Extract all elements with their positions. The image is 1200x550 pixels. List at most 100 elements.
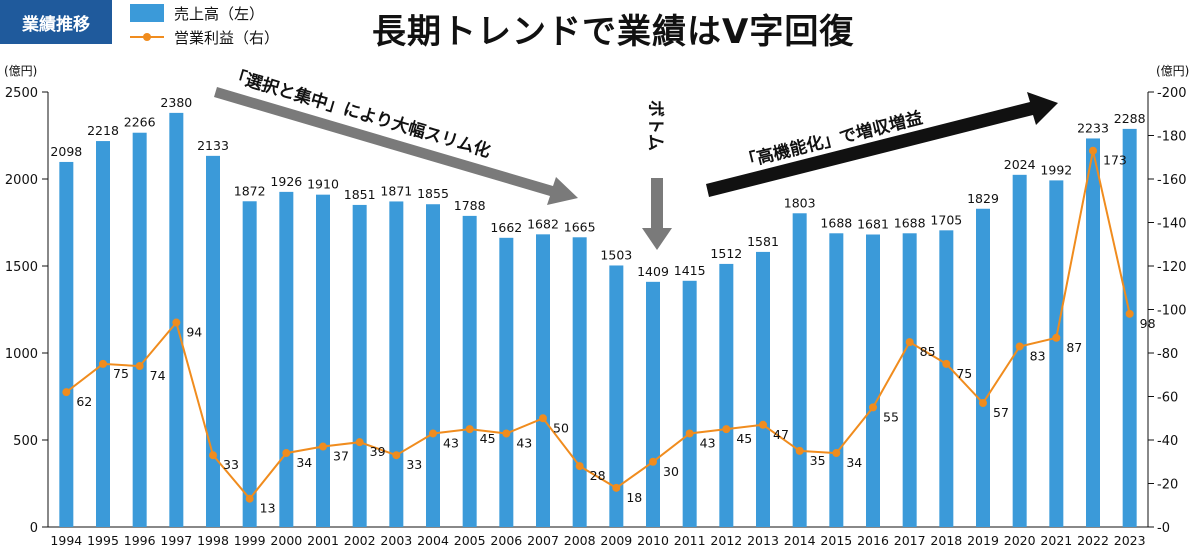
profit-point bbox=[979, 399, 987, 408]
profit-line bbox=[62, 146, 1134, 503]
sales-bar bbox=[499, 237, 514, 527]
profit-value-label: 43 bbox=[443, 435, 459, 450]
sales-bar bbox=[462, 215, 477, 527]
sales-value-label: 1662 bbox=[490, 220, 522, 235]
sales-bar bbox=[132, 132, 147, 527]
profit-point bbox=[172, 318, 181, 327]
x-tick-label: 2022 bbox=[1077, 533, 1109, 548]
profit-point bbox=[575, 462, 584, 471]
sales-bar bbox=[206, 155, 220, 527]
sales-bar bbox=[756, 251, 770, 527]
profit-point bbox=[1052, 333, 1061, 342]
x-tick-label: 2010 bbox=[637, 533, 669, 548]
profit-value-label: 98 bbox=[1140, 316, 1156, 331]
profit-point bbox=[392, 451, 401, 460]
profit-point bbox=[649, 457, 657, 466]
profit-point bbox=[502, 429, 511, 438]
profit-value-label: 30 bbox=[663, 464, 679, 479]
profit-value-label: 83 bbox=[1030, 348, 1046, 363]
x-tick-label: 2005 bbox=[454, 533, 486, 548]
profit-point bbox=[355, 438, 364, 447]
annotation-arrows bbox=[214, 87, 1058, 250]
profit-value-label: 50 bbox=[553, 420, 569, 435]
profit-value-label: 33 bbox=[406, 457, 422, 472]
profit-value-label: 87 bbox=[1066, 340, 1082, 355]
sales-value-label: 1681 bbox=[857, 217, 889, 232]
sales-value-label: 1581 bbox=[747, 234, 779, 249]
profit-value-label: 57 bbox=[993, 405, 1009, 420]
profit-point bbox=[319, 442, 327, 451]
profit-value-label: 75 bbox=[956, 366, 972, 381]
x-tick-label: 2002 bbox=[344, 533, 376, 548]
profit-value-label: 34 bbox=[846, 455, 862, 470]
profit-point bbox=[612, 483, 621, 492]
x-tick-label: 2015 bbox=[820, 533, 852, 548]
legend-line-swatch bbox=[130, 28, 164, 46]
x-tick-label: 2003 bbox=[380, 533, 412, 548]
profit-point bbox=[1125, 309, 1134, 318]
profit-value-label: 13 bbox=[260, 501, 276, 516]
right-tick-label: -140 bbox=[1157, 217, 1187, 232]
sales-value-label: 2266 bbox=[124, 115, 156, 130]
sales-bar bbox=[682, 280, 697, 527]
profit-point bbox=[539, 414, 547, 423]
right-tick-label: -60 bbox=[1157, 391, 1178, 406]
decline-annotation: 「選択と集中」により大幅スリム化 bbox=[227, 65, 493, 162]
chart-title: 長期トレンドで業績はV字回復 bbox=[372, 12, 855, 52]
profit-point bbox=[245, 494, 254, 503]
profit-point bbox=[685, 429, 694, 438]
right-tick-label: -20 bbox=[1157, 478, 1178, 493]
profit-point bbox=[722, 425, 731, 434]
x-tick-label: 2008 bbox=[564, 533, 596, 548]
growth-arrow-icon bbox=[706, 92, 1058, 197]
sales-value-label: 2098 bbox=[50, 144, 82, 159]
sales-bar bbox=[866, 234, 880, 528]
sales-bar bbox=[1122, 128, 1137, 527]
left-tick-label: 2000 bbox=[5, 173, 38, 188]
profit-point bbox=[869, 403, 877, 412]
x-tick-label: 2004 bbox=[417, 533, 449, 548]
sales-value-label: 1803 bbox=[784, 195, 816, 210]
x-tick-label: 2012 bbox=[710, 533, 742, 548]
profit-value-label: 62 bbox=[76, 394, 92, 409]
left-tick-label: 0 bbox=[30, 521, 38, 536]
x-tick-label: 2021 bbox=[1040, 533, 1072, 548]
right-tick-label: -0 bbox=[1157, 521, 1170, 536]
decline-arrow-icon bbox=[214, 87, 578, 205]
sales-bar bbox=[389, 201, 404, 528]
profit-value-label: 35 bbox=[810, 453, 826, 468]
x-tick-label: 2000 bbox=[270, 533, 302, 548]
sales-bar bbox=[646, 281, 660, 527]
sales-bar bbox=[609, 265, 624, 527]
x-tick-label: 2013 bbox=[747, 533, 779, 548]
left-axis-unit: (億円) bbox=[4, 64, 38, 78]
sales-bar bbox=[352, 204, 367, 527]
x-tick-label: 2011 bbox=[674, 533, 706, 548]
sales-value-label: 2133 bbox=[197, 138, 229, 153]
profit-value-label: 43 bbox=[700, 435, 716, 450]
right-tick-label: -120 bbox=[1157, 260, 1187, 275]
x-tick-label: 2018 bbox=[930, 533, 962, 548]
x-tick-label: 2007 bbox=[527, 533, 559, 548]
profit-value-label: 39 bbox=[370, 444, 386, 459]
x-tick-label: 2020 bbox=[1004, 533, 1036, 548]
profit-point bbox=[465, 425, 474, 434]
bottom-arrow-icon bbox=[642, 178, 672, 250]
sales-value-label: 2233 bbox=[1077, 120, 1109, 135]
x-tick-label: 1995 bbox=[87, 533, 119, 548]
x-tick-label: 1994 bbox=[50, 533, 82, 548]
x-tick-label: 2019 bbox=[967, 533, 999, 548]
left-tick-label: 2500 bbox=[5, 86, 38, 101]
profit-value-label: 34 bbox=[296, 455, 312, 470]
profit-point bbox=[429, 429, 437, 438]
sales-bar bbox=[1049, 180, 1064, 527]
x-tick-label: 1999 bbox=[234, 533, 266, 548]
sales-value-label: 1705 bbox=[930, 212, 962, 227]
profit-value-label: 75 bbox=[113, 366, 129, 381]
profit-value-label: 55 bbox=[883, 409, 899, 424]
profit-point bbox=[905, 338, 914, 347]
profit-value-label: 18 bbox=[626, 490, 642, 505]
section-badge: 業績推移 bbox=[0, 0, 112, 44]
right-tick-label: -100 bbox=[1157, 304, 1187, 319]
profit-point bbox=[1089, 146, 1097, 155]
